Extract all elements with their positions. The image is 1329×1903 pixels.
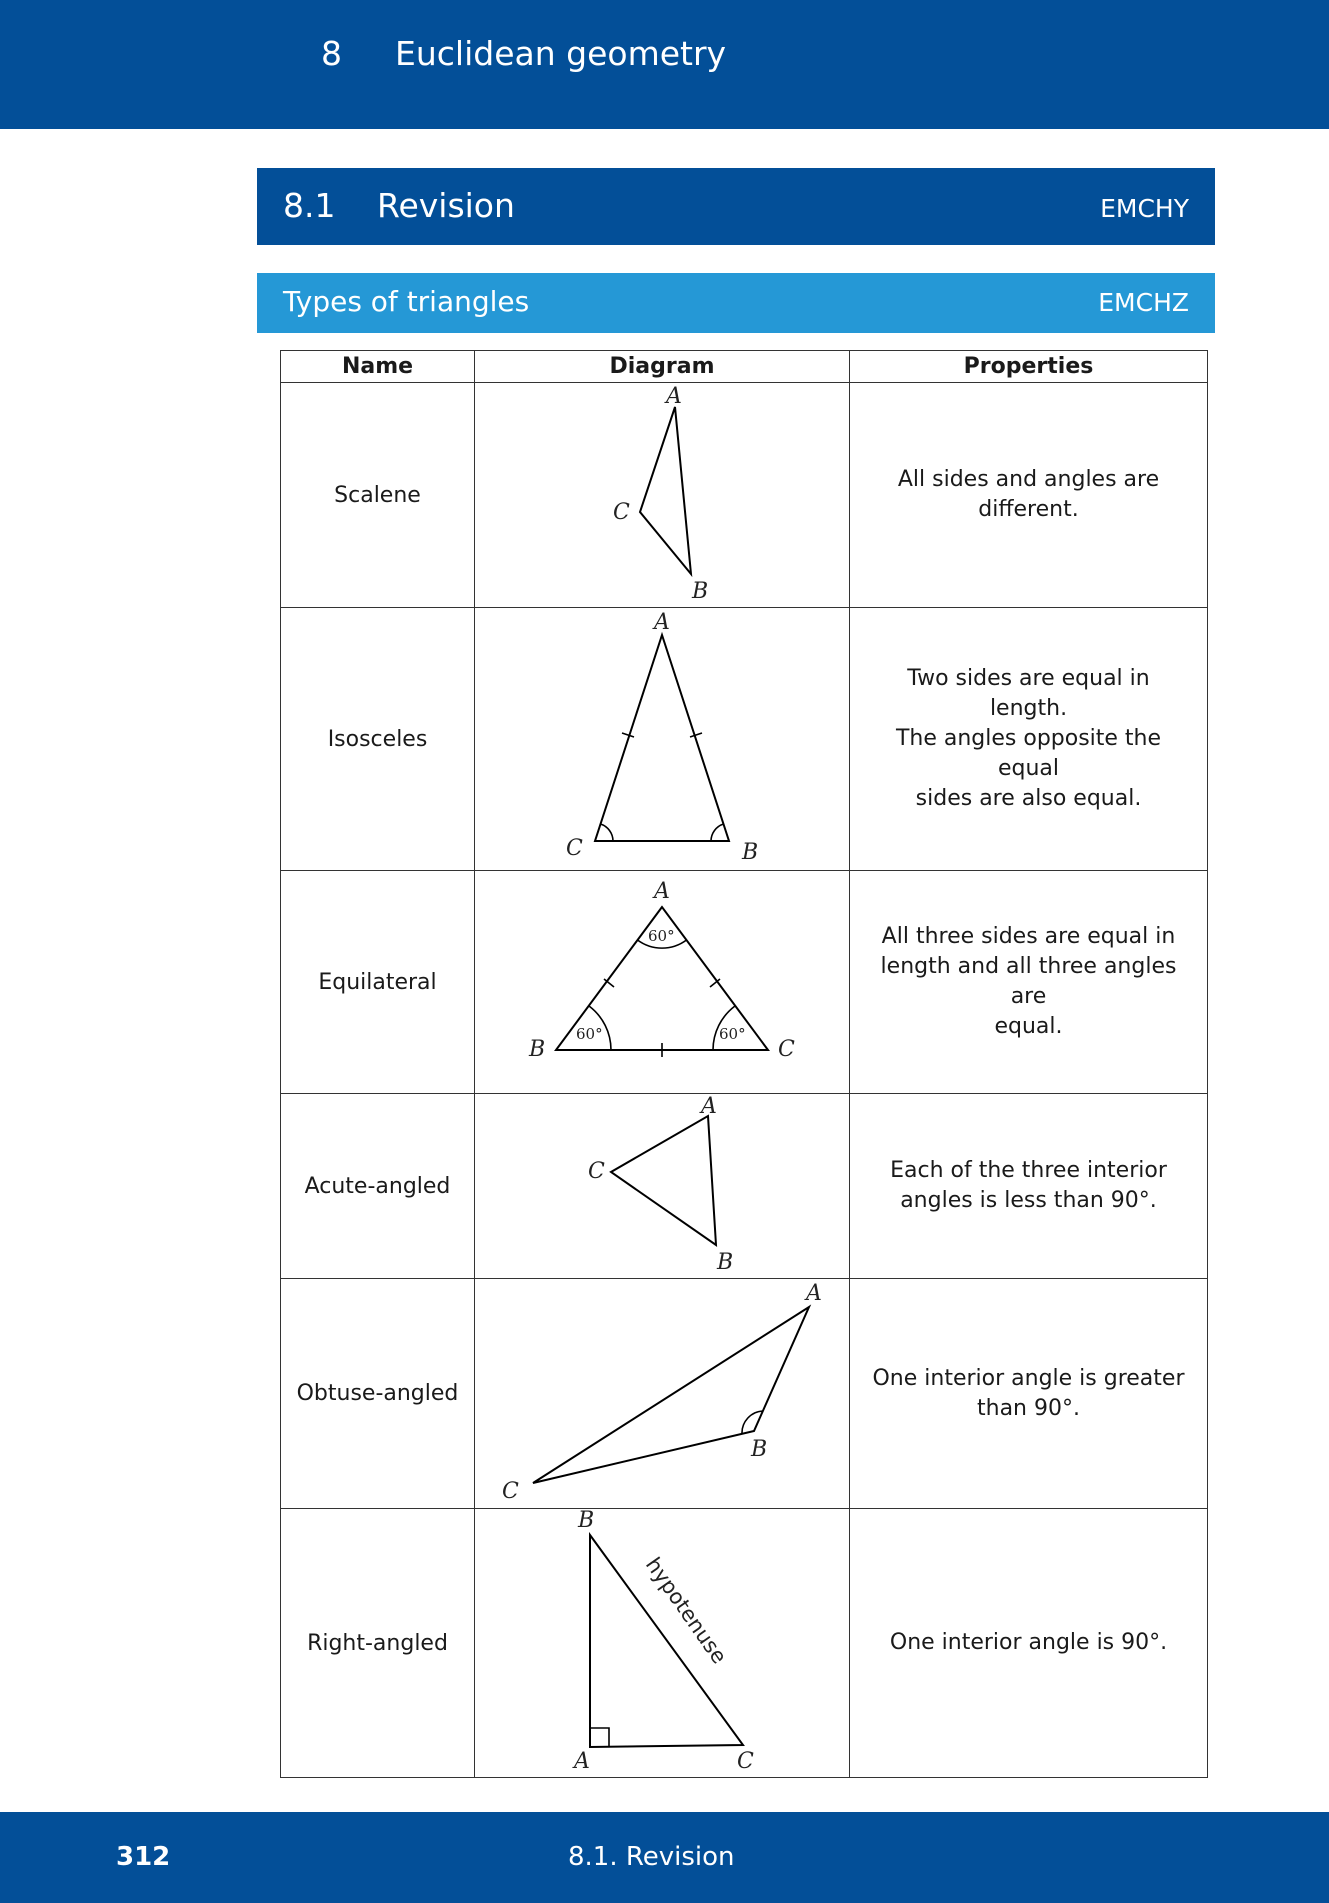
vertex-label-b: B [716,1250,733,1275]
row-properties: One interior angle is greater than 90°. [849,1278,1208,1509]
row-properties: All sides and angles are different. [849,382,1208,608]
property-line: length and all three angles are [880,954,1177,1009]
row-name: Obtuse-angled [280,1278,475,1509]
row-name: Acute-angled [280,1093,475,1279]
section-code: EMCHY [1100,194,1189,223]
hypotenuse-label: hypotenuse [640,1553,731,1668]
chapter-number: 8 [321,34,342,73]
vertex-label-c: C [778,1037,795,1062]
table-row: Isosceles A B C Two sides are equal in l… [280,607,1208,871]
property-line: One interior angle is 90°. [889,1630,1168,1655]
subsection-title: Types of triangles [283,285,530,318]
property-line: Each of the three interior [890,1158,1167,1183]
section-number: 8.1 [283,186,336,225]
vertex-label-a: A [664,384,682,409]
vertex-label-c: C [502,1479,519,1504]
vertex-label-b: B [528,1037,545,1062]
vertex-label-a: A [699,1095,717,1119]
table-row: Equilateral 60° 60° 60° A B C All three … [280,870,1208,1094]
vertex-label-b: B [741,840,758,865]
vertex-label-c: C [613,500,630,525]
chapter-title: Euclidean geometry [395,34,727,73]
row-properties: Each of the three interior angles is les… [849,1093,1208,1279]
equilateral-diagram: 60° 60° 60° A B C [474,870,850,1094]
property-line: All three sides are equal in [881,924,1176,949]
header-diagram: Diagram [474,350,850,383]
obtuse-diagram: A B C [474,1278,850,1509]
property-line: equal. [994,1014,1063,1039]
page-number: 312 [116,1842,171,1872]
vertex-label-c: C [588,1159,605,1184]
property-line: All sides and angles are [897,467,1160,492]
table-row: Acute-angled A B C Each of the three int… [280,1093,1208,1279]
row-properties: Two sides are equal in length. The angle… [849,607,1208,871]
vertex-label-c: C [737,1749,754,1774]
chapter-header: 8 Euclidean geometry [0,0,1329,129]
vertex-label-a: A [652,879,670,904]
row-properties: One interior angle is 90°. [849,1508,1208,1778]
table-header-row: Name Diagram Properties [280,350,1208,383]
table-row: Scalene A B C All sides and angles are d… [280,382,1208,608]
triangle-types-table: Name Diagram Properties Scalene A B C Al… [280,350,1208,1778]
equilateral-triangle: 60° 60° 60° A B C [528,879,795,1062]
scalene-diagram: A B C [474,382,850,608]
section-header: 8.1 Revision EMCHY [257,168,1215,245]
row-properties: All three sides are equal in length and … [849,870,1208,1094]
property-line: different. [978,497,1079,522]
header-properties: Properties [849,350,1208,383]
row-name: Scalene [280,382,475,608]
property-line: Two sides are equal in length. [907,666,1150,721]
page-footer: 312 8.1. Revision [0,1812,1329,1903]
vertex-label-b: B [577,1510,594,1533]
vertex-label-b: B [750,1437,767,1462]
right-diagram: hypotenuse B A C [474,1508,850,1778]
row-name: Equilateral [280,870,475,1094]
vertex-label-a: A [572,1749,590,1774]
angle-label: 60° [648,927,675,945]
isosceles-diagram: A B C [474,607,850,871]
vertex-label-b: B [691,579,708,604]
property-line: sides are also equal. [915,786,1142,811]
acute-diagram: A B C [474,1093,850,1279]
angle-label: 60° [576,1025,603,1043]
property-line: One interior angle is greater [872,1365,1185,1391]
vertex-label-c: C [566,836,583,861]
footer-section-title: 8.1. Revision [568,1842,735,1872]
obtuse-triangle: A B C [502,1281,822,1504]
property-line: than 90°. [977,1395,1080,1421]
angle-label: 60° [719,1025,746,1043]
header-name: Name [280,350,475,383]
isosceles-triangle: A B C [566,610,758,865]
table-row: Obtuse-angled A B C One interior angle i… [280,1278,1208,1509]
row-name: Right-angled [280,1508,475,1778]
vertex-label-a: A [652,610,670,635]
property-line: angles is less than 90°. [900,1188,1157,1213]
subsection-header: Types of triangles EMCHZ [257,273,1215,333]
vertex-label-a: A [804,1281,822,1306]
right-triangle: hypotenuse B A C [572,1510,754,1774]
subsection-code: EMCHZ [1098,288,1189,317]
row-name: Isosceles [280,607,475,871]
property-line: The angles opposite the equal [895,726,1162,781]
acute-triangle: A B C [588,1095,733,1275]
table-row: Right-angled hypotenuse B A C One interi… [280,1508,1208,1778]
section-title: Revision [377,186,515,225]
scalene-triangle: A B C [613,384,708,604]
